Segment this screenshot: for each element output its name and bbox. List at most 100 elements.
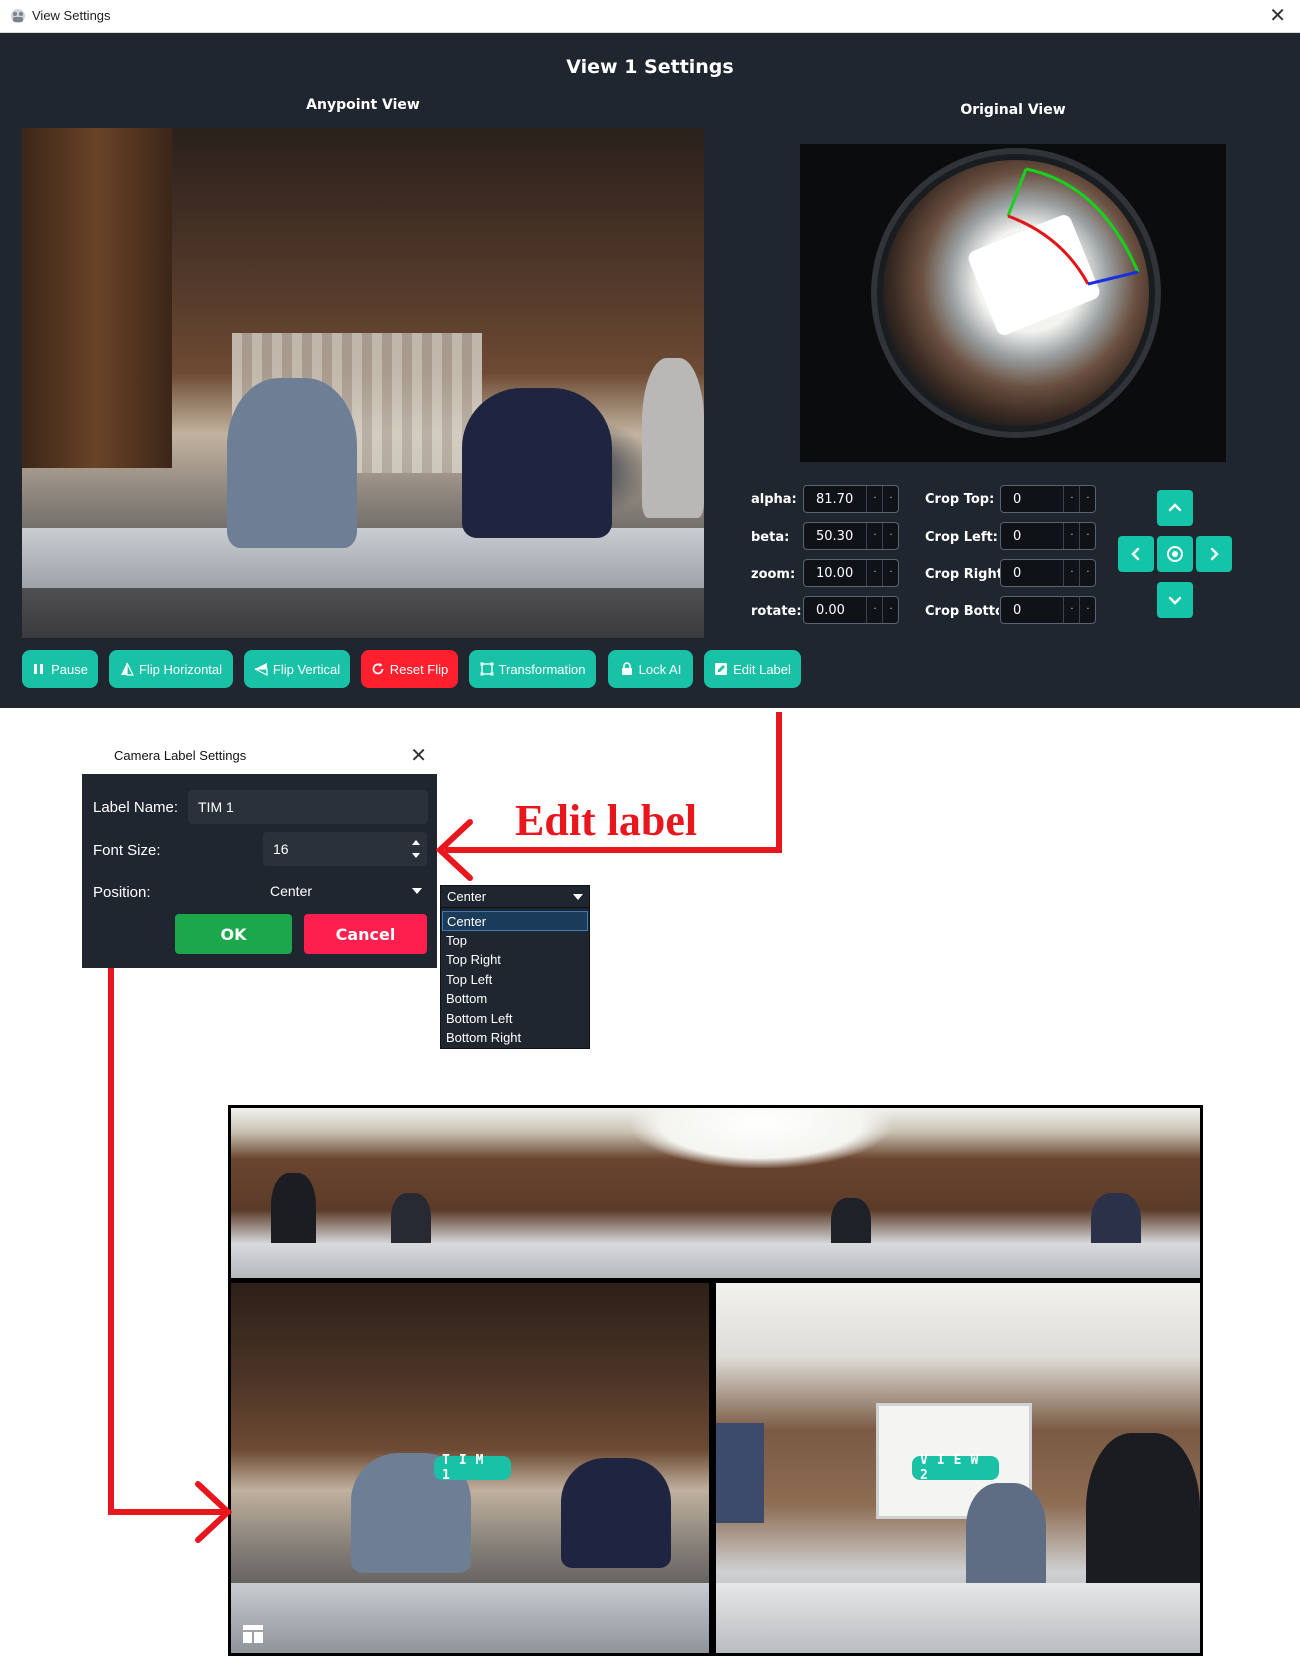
flip-vertical-button[interactable]: Flip Vertical: [244, 650, 350, 688]
lock-ai-button[interactable]: Lock AI: [608, 650, 693, 688]
spin-down-button[interactable]: ·: [1063, 486, 1080, 512]
flip-vertical-button-label: Flip Vertical: [272, 661, 341, 677]
flip-horizontal-button[interactable]: Flip Horizontal: [109, 650, 233, 688]
rotate-input[interactable]: [804, 597, 868, 623]
position-select-value: Center: [270, 883, 313, 899]
pause-icon: [34, 664, 44, 674]
original-view-video[interactable]: [800, 144, 1226, 462]
dropdown-current-value: Center: [447, 889, 487, 904]
view-2-cell[interactable]: VIEW 2: [716, 1283, 1200, 1653]
fisheye-image: [883, 160, 1149, 426]
spin-up-button[interactable]: ·: [1079, 486, 1096, 512]
spin-up-button[interactable]: ·: [882, 523, 899, 549]
arrowhead-output: [195, 1481, 233, 1543]
reset-flip-button[interactable]: Reset Flip: [361, 650, 458, 688]
zoom-label: zoom:: [751, 567, 796, 582]
flip-vertical-icon: [254, 663, 268, 676]
ceiling-light: [631, 1108, 891, 1168]
view-1-cell[interactable]: TIM 1: [231, 1283, 709, 1653]
pan-down-button[interactable]: [1157, 582, 1193, 618]
anypoint-view-title: Anypoint View: [306, 97, 420, 113]
title-bar: View Settings ✕: [0, 0, 1300, 33]
close-icon[interactable]: ✕: [1269, 3, 1286, 27]
zoom-spinbox[interactable]: · ·: [803, 559, 899, 587]
spin-up-button[interactable]: ·: [1079, 597, 1096, 623]
alpha-input[interactable]: [804, 486, 868, 512]
spin-down-button[interactable]: ·: [866, 486, 883, 512]
spin-up-button[interactable]: ·: [882, 597, 899, 623]
camera-label-view-2: VIEW 2: [912, 1453, 999, 1483]
pause-button-label: Pause: [51, 661, 88, 677]
center-view-button[interactable]: [1157, 536, 1193, 572]
pause-button[interactable]: Pause: [22, 650, 98, 688]
dropdown-list: Center Top Top Right Top Left Bottom Bot…: [442, 911, 588, 1048]
dropdown-option-bottom-right[interactable]: Bottom Right: [446, 1030, 522, 1045]
crop-top-label: Crop Top:: [925, 492, 995, 507]
zoom-input[interactable]: [804, 560, 868, 586]
app-icon: [11, 9, 25, 23]
spin-down-button[interactable]: ·: [1063, 597, 1080, 623]
lock-ai-button-label: Lock AI: [638, 661, 682, 677]
dropdown-option-top-right[interactable]: Top Right: [446, 952, 501, 967]
crop-bottom-spinbox[interactable]: · ·: [1000, 596, 1096, 624]
spin-down-button[interactable]: ·: [866, 597, 883, 623]
crop-left-label: Crop Left:: [925, 530, 998, 545]
position-select[interactable]: Center: [263, 874, 427, 908]
position-label: Position:: [93, 884, 151, 901]
pan-right-button[interactable]: [1196, 536, 1232, 572]
window-title: View Settings: [32, 8, 111, 23]
dropdown-option-bottom[interactable]: Bottom: [446, 991, 488, 1006]
rotate-spinbox[interactable]: · ·: [803, 596, 899, 624]
spin-down-button[interactable]: ·: [866, 560, 883, 586]
layout-grid-icon[interactable]: [243, 1625, 263, 1643]
alpha-label: alpha:: [751, 492, 797, 507]
edit-label-button[interactable]: Edit Label: [704, 650, 801, 688]
crop-left-spinbox[interactable]: · ·: [1000, 522, 1096, 550]
panorama-view: [231, 1108, 1200, 1278]
spin-down-button[interactable]: ·: [866, 523, 883, 549]
crop-right-input[interactable]: [1001, 560, 1065, 586]
camera-label-dialog: Label Name: Font Size: Position: Center …: [82, 774, 437, 968]
crop-bottom-input[interactable]: [1001, 597, 1065, 623]
crop-right-spinbox[interactable]: · ·: [1000, 559, 1096, 587]
dropdown-option-bottom-left[interactable]: Bottom Left: [446, 1010, 513, 1026]
pan-up-button[interactable]: [1157, 490, 1193, 526]
cancel-button[interactable]: Cancel: [304, 914, 427, 954]
beta-spinbox[interactable]: · ·: [803, 522, 899, 550]
video-scene-person: [642, 358, 704, 518]
spin-down-button[interactable]: ·: [1063, 560, 1080, 586]
close-icon[interactable]: ✕: [410, 743, 427, 767]
crop-left-input[interactable]: [1001, 523, 1065, 549]
anypoint-view-video[interactable]: [22, 128, 704, 638]
spin-down-button[interactable]: ·: [1063, 523, 1080, 549]
beta-input[interactable]: [804, 523, 868, 549]
spin-up-button[interactable]: ·: [882, 486, 899, 512]
rotate-label: rotate:: [751, 604, 802, 619]
spin-up-button[interactable]: ·: [1079, 523, 1096, 549]
edit-label-annotation: Edit label: [515, 796, 698, 845]
dropdown-option-top[interactable]: Top: [446, 932, 467, 948]
spin-arrows-icon[interactable]: [411, 836, 421, 862]
font-size-input[interactable]: [263, 832, 427, 866]
font-size-spinbox[interactable]: [263, 832, 427, 866]
dropdown-current[interactable]: Center: [441, 886, 589, 908]
view-settings-window: View Settings ✕ View 1 Settings Anypoint…: [0, 0, 1300, 708]
crop-right-label: Crop Right:: [925, 567, 1009, 582]
transformation-button-label: Transformation: [498, 661, 586, 677]
transformation-button[interactable]: Transformation: [469, 650, 596, 688]
position-dropdown[interactable]: Center Center Top Top Right Top Left Bot…: [440, 885, 590, 1049]
dropdown-option-top-left[interactable]: Top Left: [446, 971, 493, 987]
chevron-left-icon: [1131, 547, 1140, 561]
label-name-input[interactable]: [188, 790, 428, 824]
crop-top-input[interactable]: [1001, 486, 1065, 512]
video-scene-table: [716, 1583, 1200, 1653]
crop-top-spinbox[interactable]: · ·: [1000, 485, 1096, 513]
spin-up-button[interactable]: ·: [1079, 560, 1096, 586]
video-scene-person: [462, 388, 612, 538]
spin-up-button[interactable]: ·: [882, 560, 899, 586]
ok-button[interactable]: OK: [175, 914, 292, 954]
alpha-spinbox[interactable]: · ·: [803, 485, 899, 513]
edit-label-icon: [715, 663, 728, 675]
dropdown-option-center[interactable]: Center: [442, 911, 588, 931]
pan-left-button[interactable]: [1118, 536, 1154, 572]
